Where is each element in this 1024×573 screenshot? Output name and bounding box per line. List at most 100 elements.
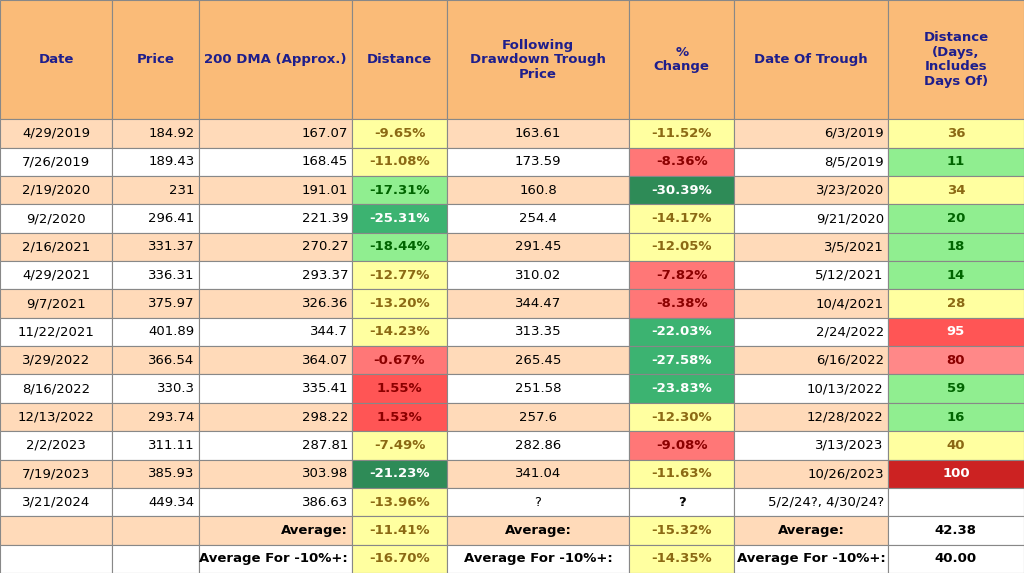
Bar	[0, 516, 112, 545]
Text: 313.35: 313.35	[515, 325, 561, 339]
Bar	[112, 460, 199, 488]
Text: 287.81: 287.81	[302, 439, 348, 452]
Text: 3/23/2020: 3/23/2020	[815, 184, 884, 197]
Text: 296.41: 296.41	[148, 212, 195, 225]
Text: 59: 59	[947, 382, 965, 395]
Text: Average:: Average:	[282, 524, 348, 537]
Text: -8.36%: -8.36%	[656, 155, 708, 168]
Text: -15.32%: -15.32%	[651, 524, 712, 537]
Bar	[734, 516, 888, 545]
Text: 326.36: 326.36	[302, 297, 348, 310]
Bar	[734, 176, 888, 205]
Text: -12.30%: -12.30%	[651, 410, 712, 423]
Text: 366.54: 366.54	[148, 354, 195, 367]
Bar	[0, 148, 112, 176]
Text: Date Of Trough: Date Of Trough	[755, 53, 867, 66]
Bar	[446, 488, 629, 516]
Bar	[446, 148, 629, 176]
Bar	[629, 176, 734, 205]
Bar	[888, 176, 1024, 205]
Text: -12.05%: -12.05%	[651, 240, 712, 253]
Bar	[629, 516, 734, 545]
Bar	[352, 119, 446, 148]
Text: Average For -10%+:: Average For -10%+:	[200, 552, 348, 566]
Bar	[352, 205, 446, 233]
Bar	[199, 289, 352, 318]
Bar	[199, 148, 352, 176]
Bar	[446, 431, 629, 460]
Bar	[888, 233, 1024, 261]
Bar	[352, 318, 446, 346]
Text: 291.45: 291.45	[515, 240, 561, 253]
Bar	[629, 318, 734, 346]
Bar	[734, 545, 888, 573]
Bar	[0, 289, 112, 318]
Text: ?: ?	[535, 496, 542, 509]
Bar	[629, 205, 734, 233]
Text: 11: 11	[947, 155, 965, 168]
Text: -14.17%: -14.17%	[651, 212, 712, 225]
Bar	[446, 233, 629, 261]
Bar	[199, 545, 352, 573]
Bar	[629, 545, 734, 573]
Text: -13.96%: -13.96%	[369, 496, 430, 509]
Text: 40.00: 40.00	[935, 552, 977, 566]
Text: Price: Price	[136, 53, 174, 66]
Bar	[199, 403, 352, 431]
Text: -11.41%: -11.41%	[370, 524, 430, 537]
Text: -11.52%: -11.52%	[651, 127, 712, 140]
Bar	[199, 205, 352, 233]
Bar	[352, 431, 446, 460]
Text: 8/5/2019: 8/5/2019	[824, 155, 884, 168]
Text: 80: 80	[946, 354, 966, 367]
Bar	[734, 488, 888, 516]
Bar	[199, 488, 352, 516]
Bar	[199, 516, 352, 545]
Bar	[734, 403, 888, 431]
Bar	[0, 0, 112, 119]
Text: 191.01: 191.01	[302, 184, 348, 197]
Bar	[112, 375, 199, 403]
Bar	[734, 346, 888, 375]
Text: 168.45: 168.45	[302, 155, 348, 168]
Bar	[629, 460, 734, 488]
Bar	[446, 460, 629, 488]
Bar	[888, 516, 1024, 545]
Text: 10/4/2021: 10/4/2021	[816, 297, 884, 310]
Text: 189.43: 189.43	[148, 155, 195, 168]
Text: 34: 34	[946, 184, 966, 197]
Bar	[629, 261, 734, 289]
Bar	[352, 516, 446, 545]
Bar	[112, 516, 199, 545]
Bar	[199, 119, 352, 148]
Bar	[888, 545, 1024, 573]
Bar	[352, 148, 446, 176]
Text: 40: 40	[946, 439, 966, 452]
Text: 344.47: 344.47	[515, 297, 561, 310]
Text: 3/5/2021: 3/5/2021	[824, 240, 884, 253]
Bar	[734, 375, 888, 403]
Text: Average For -10%+:: Average For -10%+:	[464, 552, 612, 566]
Bar	[629, 403, 734, 431]
Bar	[352, 0, 446, 119]
Text: 163.61: 163.61	[515, 127, 561, 140]
Bar	[446, 0, 629, 119]
Text: Average For -10%+:: Average For -10%+:	[736, 552, 886, 566]
Bar	[734, 148, 888, 176]
Bar	[112, 289, 199, 318]
Text: 16: 16	[947, 410, 965, 423]
Text: 42.38: 42.38	[935, 524, 977, 537]
Bar	[199, 318, 352, 346]
Bar	[112, 488, 199, 516]
Bar	[112, 119, 199, 148]
Bar	[888, 431, 1024, 460]
Text: 6/3/2019: 6/3/2019	[824, 127, 884, 140]
Bar	[0, 346, 112, 375]
Text: -7.49%: -7.49%	[374, 439, 425, 452]
Text: 200 DMA (Approx.): 200 DMA (Approx.)	[204, 53, 346, 66]
Bar	[0, 375, 112, 403]
Text: 251.58: 251.58	[515, 382, 561, 395]
Bar	[0, 318, 112, 346]
Bar	[734, 233, 888, 261]
Bar	[112, 403, 199, 431]
